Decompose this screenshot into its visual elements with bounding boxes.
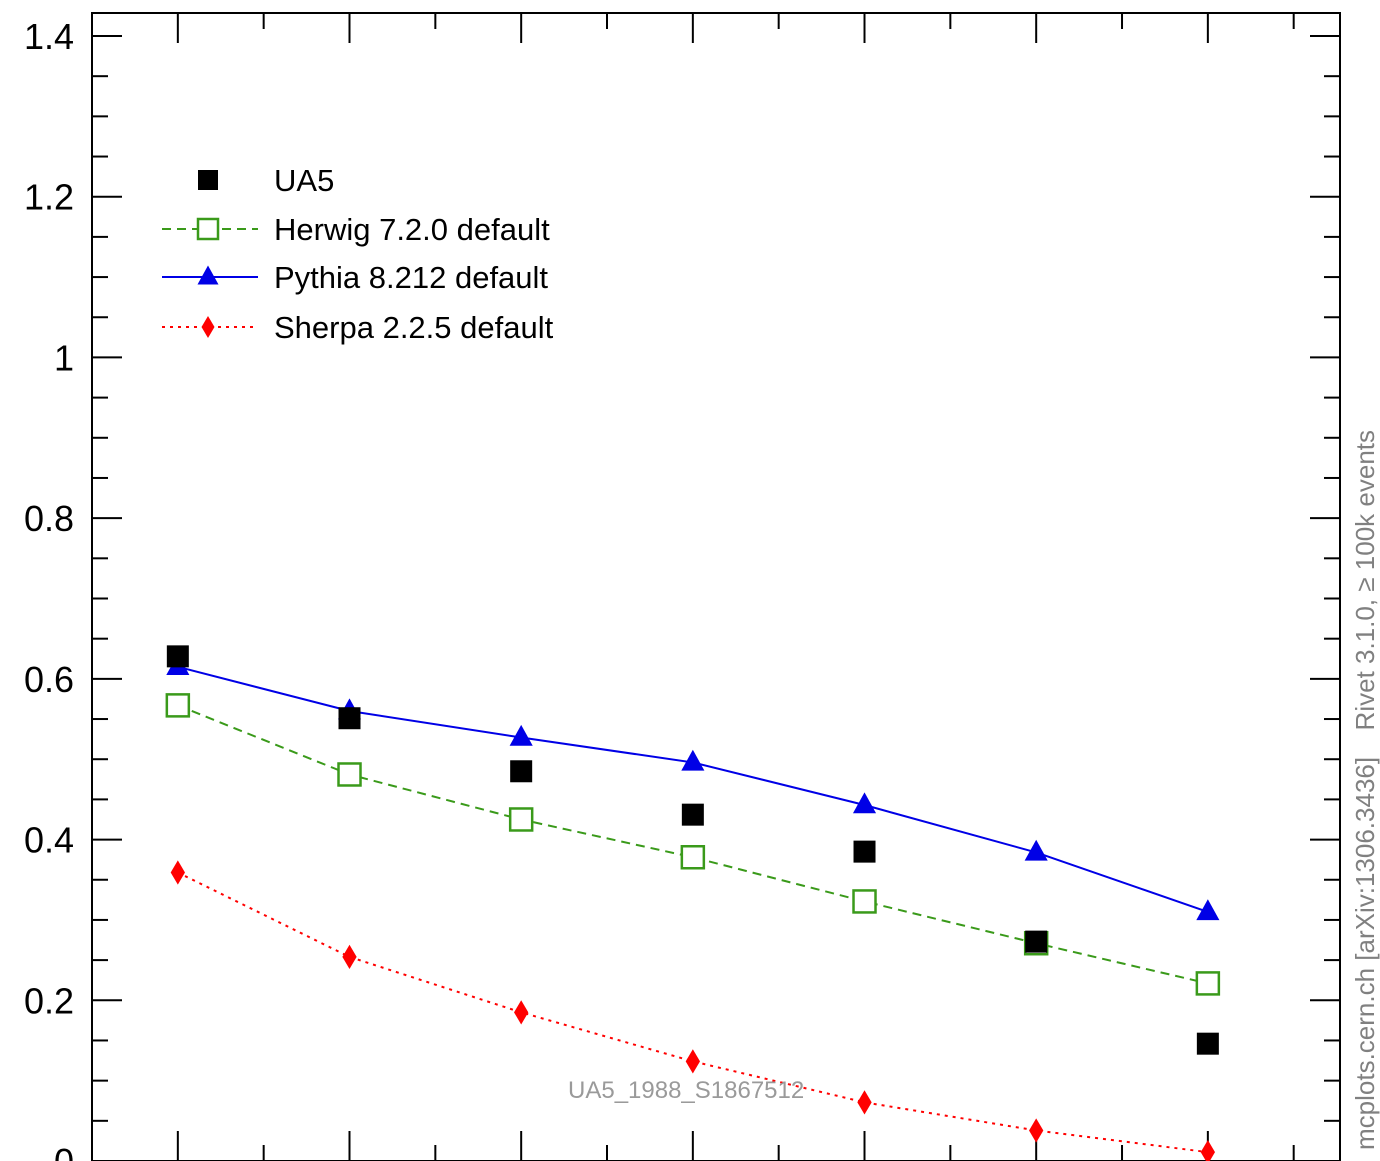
data-point <box>852 792 877 814</box>
series-line <box>177 704 1209 985</box>
series-line <box>177 871 1208 1154</box>
legend: UA5 Herwig 7.2.0 default Pythia 8.212 defa… <box>162 163 554 345</box>
data-point <box>509 724 533 746</box>
data-point <box>1195 971 1221 996</box>
side-label-rivet: Rivet 3.1.0, ≥ 100k events <box>1350 430 1380 730</box>
legend-item: Pythia 8.212 default <box>162 260 548 295</box>
data-point <box>1196 899 1220 921</box>
series-herwig-7-2-0-default <box>165 693 1221 996</box>
data-series <box>165 645 1221 1161</box>
y-tick-label: 1.2 <box>24 177 74 218</box>
data-point <box>685 1049 700 1074</box>
y-axis-labels: 0 0.2 0.4 0.6 0.8 1 1.2 1.4 <box>24 16 74 1161</box>
data-point <box>342 944 357 969</box>
legend-label: Pythia 8.212 default <box>274 260 548 295</box>
data-point <box>510 760 533 783</box>
y-tick-label: 0 <box>54 1141 74 1161</box>
data-point <box>197 265 219 285</box>
analysis-watermark: UA5_1988_S1867512 <box>568 1077 804 1104</box>
data-point <box>1024 839 1048 861</box>
data-point <box>1196 1032 1219 1055</box>
legend-item: UA5 <box>198 163 334 198</box>
y-tick-label: 0.4 <box>24 820 74 861</box>
y-tick-label: 1.4 <box>24 16 74 57</box>
legend-label: Herwig 7.2.0 default <box>274 212 550 247</box>
legend-item: Herwig 7.2.0 default <box>162 212 550 247</box>
data-point <box>198 170 218 190</box>
data-point <box>166 645 189 668</box>
data-point <box>1029 1118 1044 1143</box>
data-point <box>853 840 876 863</box>
data-point <box>1200 1140 1216 1161</box>
data-point <box>857 1090 872 1115</box>
data-point <box>165 693 191 718</box>
data-point <box>514 1000 529 1025</box>
data-point <box>681 803 704 826</box>
y-tick-label: 1 <box>54 337 74 378</box>
side-label-mcplots: mcplots.cern.ch [arXiv:1306.3436] <box>1350 757 1380 1150</box>
plot-frame <box>91 12 1341 1161</box>
series-sherpa-2-2-5-default <box>170 860 1216 1161</box>
data-point <box>201 316 215 338</box>
data-point <box>170 860 185 885</box>
legend-label: UA5 <box>274 163 334 198</box>
y-tick-label: 0.6 <box>24 659 74 700</box>
series-ua5 <box>166 645 1219 1055</box>
axis-ticks <box>92 13 1340 1161</box>
data-point <box>337 762 362 787</box>
series-line <box>177 665 1209 913</box>
y-tick-label: 0.8 <box>24 498 74 539</box>
data-point <box>852 889 877 914</box>
data-point <box>1025 930 1048 953</box>
data-point <box>196 217 220 241</box>
data-point <box>508 807 534 832</box>
series-pythia-8-212-default <box>166 654 1220 921</box>
legend-item: Sherpa 2.2.5 default <box>162 310 554 345</box>
data-point <box>680 845 706 870</box>
y-tick-label: 0.2 <box>24 980 74 1021</box>
data-point <box>681 749 705 771</box>
data-point <box>338 707 361 730</box>
legend-label: Sherpa 2.2.5 default <box>274 310 554 345</box>
